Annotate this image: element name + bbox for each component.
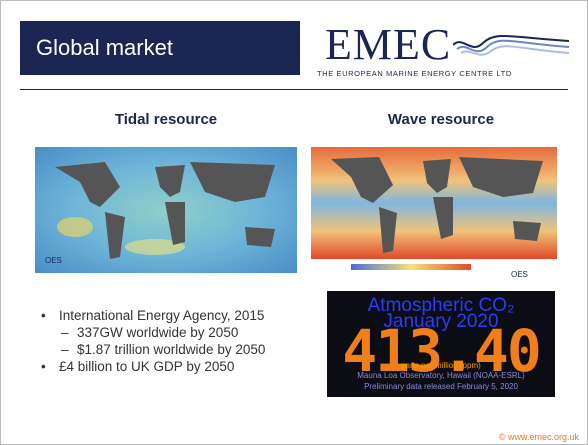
slide: Global market EMEC THE EUROPEAN MARINE E…	[0, 0, 588, 445]
sub-bullet: $1.87 trillion worldwide by 2050	[37, 341, 317, 358]
co2-source: Mauna Loa Observatory, Hawaii (NOAA-ESRL…	[327, 371, 555, 380]
tidal-map: OES	[35, 147, 297, 273]
title-box: Global market	[20, 21, 300, 75]
panel-heading: Wave resource	[311, 111, 571, 128]
bullet: International Energy Agency, 2015	[37, 307, 317, 324]
map-credit: OES	[45, 256, 62, 265]
panel-heading: Tidal resource	[36, 111, 296, 128]
logo-wave	[453, 31, 569, 59]
co2-image: Atmospheric CO₂ January 2020 413.40 part…	[327, 291, 555, 397]
footer: © www.emec.org.uk	[499, 432, 579, 442]
sub-bullet: 337GW worldwide by 2050	[37, 324, 317, 341]
bullet: £4 billion to UK GDP by 2050	[37, 358, 317, 375]
divider	[20, 89, 568, 90]
map-credit: OES	[511, 270, 528, 279]
co2-note: Preliminary data released February 5, 20…	[327, 382, 555, 391]
wave-map: OES	[311, 147, 557, 283]
title: Global market	[36, 35, 173, 61]
bullet-list: International Energy Agency, 2015 337GW …	[37, 307, 317, 375]
co2-unit: parts per million (ppm)	[327, 361, 555, 370]
logo-subtitle: THE EUROPEAN MARINE ENERGY CENTRE LTD	[317, 69, 512, 78]
logo: EMEC	[325, 23, 451, 67]
